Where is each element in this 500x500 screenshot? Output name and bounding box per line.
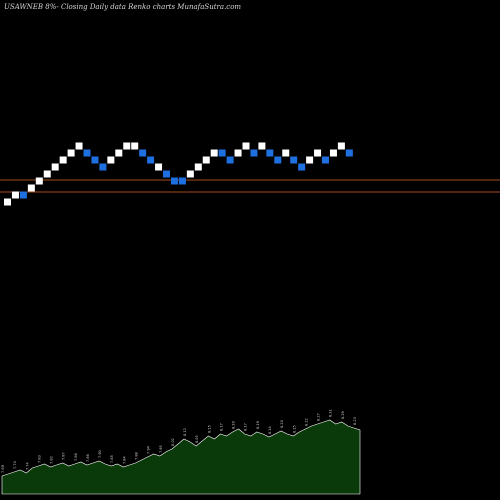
renko-brick-up: [107, 156, 115, 164]
renko-brick-up: [131, 142, 139, 150]
area-value-label: 8.27: [317, 413, 321, 421]
renko-brick-up: [59, 156, 67, 164]
area-value-label: 8.19: [256, 421, 260, 429]
renko-brick-down: [226, 156, 234, 164]
renko-brick-up: [27, 184, 35, 192]
renko-brick-up: [123, 142, 131, 150]
area-value-label: 7.82: [50, 456, 54, 464]
area-value-label: 7.74: [13, 460, 17, 469]
area-value-label: 7.86: [86, 454, 90, 462]
area-value-label: 8.20: [280, 420, 284, 428]
area-value-label: 8.14: [268, 425, 272, 434]
renko-brick-down: [178, 177, 186, 185]
renko-brick-up: [242, 142, 250, 150]
renko-brick-up: [337, 142, 345, 150]
area-value-label: 8.05: [195, 435, 199, 443]
renko-brick-up: [194, 163, 202, 171]
renko-brick-up: [282, 149, 290, 157]
renko-brick-down: [274, 156, 282, 164]
area-value-label: 8.17: [244, 423, 248, 431]
renko-brick-down: [19, 191, 27, 199]
renko-brick-down: [147, 156, 155, 164]
area-value-label: 8.12: [183, 428, 187, 436]
area-value-label: 7.86: [74, 453, 78, 461]
area-value-label: 7.74: [25, 461, 29, 470]
renko-brick-up: [329, 149, 337, 157]
renko-brick-down: [99, 163, 107, 171]
area-value-label: 7.90: [98, 450, 102, 458]
area-value-label: 8.02: [171, 438, 175, 446]
renko-brick-down: [266, 149, 274, 157]
area-value-label: 7.87: [62, 452, 66, 460]
renko-brick-down: [290, 156, 298, 164]
renko-brick-down: [298, 163, 306, 171]
area-value-label: 7.94: [147, 445, 151, 454]
renko-brick-up: [4, 198, 11, 206]
area-value-label: 8.23: [353, 417, 357, 425]
renko-brick-down: [139, 149, 147, 157]
renko-brick-up: [210, 149, 218, 157]
renko-brick-up: [11, 191, 19, 199]
renko-brick-down: [91, 156, 99, 164]
area-value-label: 7.95: [159, 445, 163, 453]
renko-brick-down: [163, 170, 170, 178]
area-value-label: 7.85: [110, 455, 114, 463]
area-value-label: 7.83: [37, 455, 41, 463]
renko-brick-up: [155, 163, 163, 171]
renko-brick-up: [35, 177, 43, 185]
area-value-label: 8.31: [329, 409, 333, 417]
renko-brick-up: [314, 149, 322, 157]
renko-brick-up: [306, 156, 314, 164]
renko-brick-down: [250, 149, 258, 157]
area-value-label: 8.29: [341, 411, 345, 419]
renko-brick-up: [186, 170, 194, 178]
renko-brick-up: [234, 149, 242, 157]
renko-brick-up: [43, 170, 51, 178]
renko-brick-up: [115, 149, 123, 157]
chart-title: USAWNEB 8%- Closing Daily data Renko cha…: [4, 3, 242, 11]
area-value-label: 8.15: [207, 425, 211, 433]
area-series: [1, 419, 361, 495]
renko-brick-down: [345, 149, 353, 157]
area-value-label: 7.88: [135, 452, 139, 460]
renko-brick-down: [170, 177, 178, 185]
area-value-label: 8.22: [304, 418, 308, 426]
renko-brick-up: [258, 142, 266, 150]
area-value-label: 8.19: [232, 421, 236, 429]
renko-brick-up: [67, 149, 75, 157]
renko-brick-up: [202, 156, 210, 164]
area-value-label: 7.69: [1, 465, 5, 473]
area-value-label: 8.15: [292, 425, 296, 433]
area-value-label: 8.17: [219, 423, 223, 431]
renko-brick-up: [51, 163, 59, 171]
renko-brick-up: [75, 142, 83, 150]
area-value-label: 7.84: [122, 455, 126, 464]
renko-brick-down: [322, 156, 329, 164]
renko-brick-down: [83, 149, 91, 157]
renko-brick-down: [218, 149, 226, 157]
